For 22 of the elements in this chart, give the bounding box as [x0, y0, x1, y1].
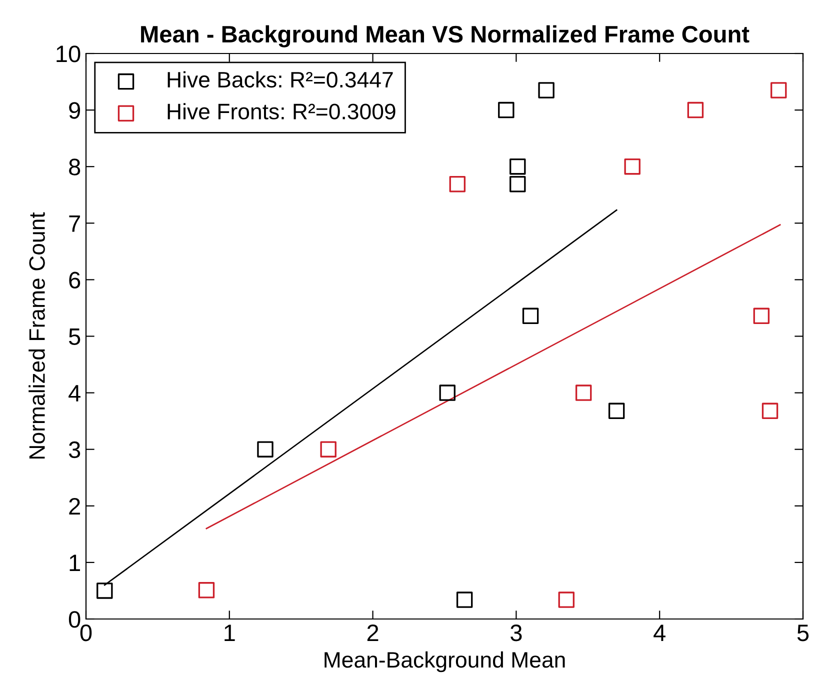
- y-tick-label: 0: [68, 611, 80, 628]
- x-tick-label: 4: [654, 624, 666, 641]
- x-axis-title: Mean-Background Mean: [324, 651, 565, 672]
- y-tick-label: 8: [69, 158, 80, 176]
- y-tick-label: 7: [69, 215, 80, 232]
- legend-label: Hive Fronts: R²=0.3009: [168, 103, 396, 120]
- y-tick-label: 1: [70, 554, 80, 572]
- y-tick-label: 6: [69, 272, 80, 288]
- chart-title: Mean - Background Mean VS Normalized Frame Count: [141, 25, 750, 48]
- x-tick-label: 1: [224, 624, 235, 641]
- x-tick-label: 2: [367, 624, 378, 641]
- y-tick-label: 5: [68, 328, 80, 346]
- x-tick-label: 3: [510, 624, 522, 642]
- y-tick-label: 9: [69, 102, 80, 119]
- y-tick-label: 2: [69, 498, 80, 514]
- legend-label: Hive Backs: R²=0.3447: [168, 71, 393, 88]
- y-tick-label: 3: [68, 441, 80, 458]
- y-tick-label: 4: [68, 385, 80, 402]
- x-tick-label: 5: [797, 624, 809, 642]
- y-axis-title: Normalized Frame Count: [28, 212, 45, 459]
- y-tick-label: 10: [56, 46, 80, 62]
- x-tick-label: 0: [80, 624, 92, 642]
